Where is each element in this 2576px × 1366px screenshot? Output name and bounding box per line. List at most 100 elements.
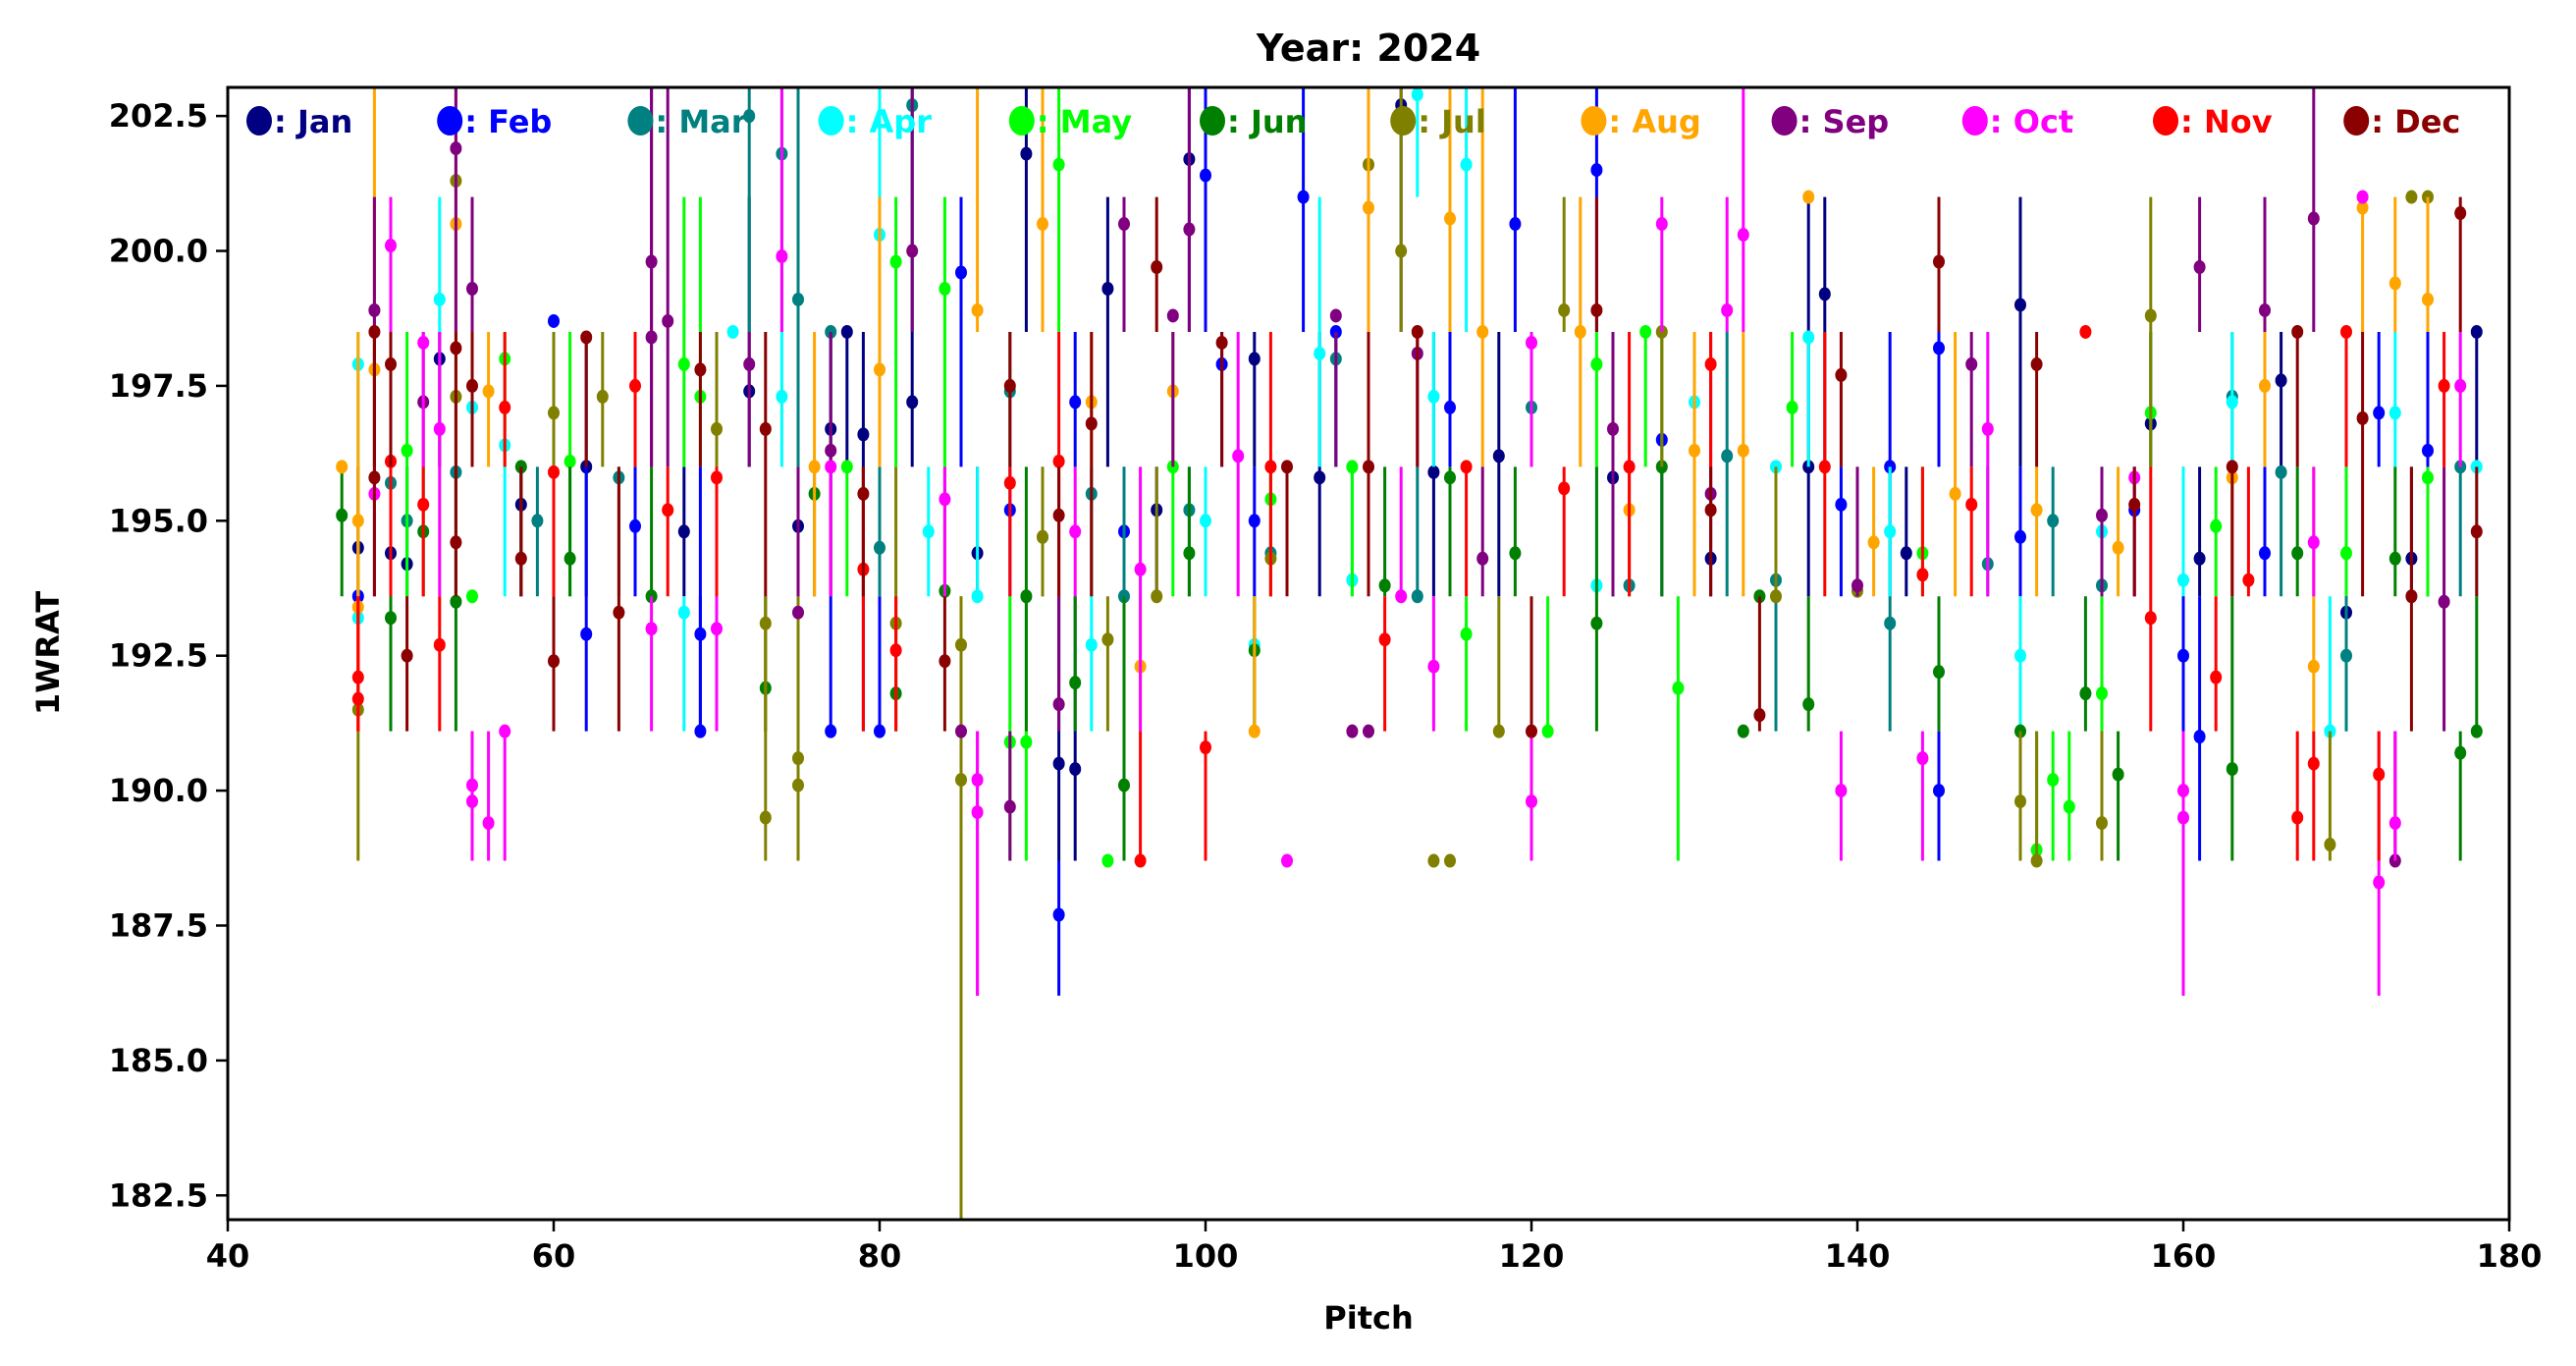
data-point bbox=[1281, 460, 1293, 474]
data-point bbox=[1037, 529, 1048, 544]
data-point bbox=[1558, 302, 1571, 317]
data-point bbox=[2373, 875, 2386, 890]
data-point bbox=[1689, 443, 1700, 458]
data-point bbox=[1395, 244, 1408, 258]
data-point bbox=[1884, 524, 1897, 539]
data-point bbox=[2210, 519, 2223, 533]
x-tick-label: 120 bbox=[1499, 1237, 1565, 1275]
data-point bbox=[499, 400, 511, 414]
data-point bbox=[385, 356, 397, 371]
legend-marker bbox=[1390, 106, 1417, 136]
data-point bbox=[922, 524, 935, 539]
data-point bbox=[1933, 254, 1945, 269]
data-point bbox=[1069, 762, 1082, 777]
data-point bbox=[1329, 308, 1342, 323]
data-point bbox=[368, 470, 381, 485]
data-point bbox=[645, 622, 658, 636]
legend-item-oct: : Oct bbox=[1961, 103, 2073, 140]
data-point bbox=[677, 356, 690, 371]
data-point bbox=[2307, 659, 2320, 674]
data-point bbox=[825, 460, 837, 474]
data-point bbox=[564, 454, 576, 468]
data-point bbox=[2177, 648, 2189, 663]
y-tick-label: 195.0 bbox=[109, 502, 208, 539]
data-point bbox=[1492, 724, 1505, 738]
data-point bbox=[1118, 778, 1130, 792]
data-point bbox=[857, 427, 870, 442]
data-point bbox=[1427, 659, 1440, 674]
data-point bbox=[580, 330, 593, 345]
data-point bbox=[1314, 346, 1326, 360]
data-point bbox=[2340, 648, 2352, 663]
data-point bbox=[548, 406, 560, 420]
data-point bbox=[971, 589, 984, 604]
data-point bbox=[2454, 745, 2467, 760]
data-point bbox=[1526, 335, 1537, 350]
data-point bbox=[2307, 535, 2320, 550]
data-point bbox=[2242, 573, 2255, 587]
data-point bbox=[955, 637, 967, 652]
data-point bbox=[906, 244, 919, 258]
data-point bbox=[433, 292, 446, 306]
data-point bbox=[2014, 529, 2026, 544]
data-point bbox=[1101, 853, 1114, 868]
data-point bbox=[743, 356, 756, 371]
data-point bbox=[2307, 211, 2320, 226]
data-point bbox=[1802, 697, 1815, 712]
data-point bbox=[1558, 481, 1571, 496]
data-point bbox=[874, 724, 886, 738]
data-point bbox=[2226, 762, 2238, 777]
data-point bbox=[2422, 443, 2434, 458]
data-point bbox=[1200, 740, 1211, 755]
data-point bbox=[1541, 724, 1554, 738]
data-point bbox=[2422, 292, 2434, 306]
data-point bbox=[1248, 514, 1261, 528]
data-point bbox=[1314, 470, 1326, 485]
data-point bbox=[499, 724, 511, 738]
x-tick-label: 40 bbox=[206, 1237, 250, 1275]
series-nov bbox=[351, 324, 2450, 868]
data-point bbox=[1134, 562, 1147, 576]
data-point bbox=[792, 605, 804, 620]
data-point bbox=[825, 724, 837, 738]
data-point bbox=[1818, 460, 1831, 474]
data-point bbox=[971, 773, 984, 788]
legend-item-jan: : Jan bbox=[246, 103, 352, 140]
data-point bbox=[2356, 410, 2369, 425]
plot-area bbox=[336, 87, 2483, 1220]
data-point bbox=[417, 335, 430, 350]
data-point bbox=[2193, 551, 2206, 566]
data-point bbox=[1852, 578, 1863, 593]
x-axis: 40 60 80 100 120 140 160 180 bbox=[206, 1220, 2542, 1275]
y-axis: 182.5 185.0 187.5 190.0 192.5 195.0 197.5 200.0… bbox=[109, 97, 228, 1214]
data-point bbox=[1704, 503, 1717, 518]
legend-item-mar: : Mar bbox=[627, 103, 747, 140]
data-point bbox=[531, 514, 544, 528]
data-point bbox=[433, 637, 446, 652]
data-point bbox=[466, 794, 478, 809]
data-point bbox=[385, 611, 397, 626]
data-point bbox=[1590, 356, 1603, 371]
data-point bbox=[514, 551, 527, 566]
chart-title: Year: 2024 bbox=[1256, 27, 1480, 70]
data-point bbox=[2438, 594, 2450, 609]
data-point bbox=[1737, 724, 1749, 738]
data-point bbox=[955, 724, 967, 738]
data-point bbox=[548, 313, 560, 328]
data-point bbox=[596, 389, 609, 404]
data-point bbox=[433, 421, 446, 436]
data-point bbox=[2128, 497, 2141, 512]
data-point bbox=[1704, 356, 1717, 371]
legend-item-aug: : Aug bbox=[1581, 103, 1701, 140]
data-point bbox=[401, 648, 413, 663]
data-point bbox=[2388, 406, 2401, 420]
data-point bbox=[1411, 324, 1423, 339]
data-point bbox=[694, 362, 707, 377]
y-tick-label: 200.0 bbox=[109, 233, 208, 270]
legend-label: : Jun bbox=[1227, 103, 1307, 140]
data-point bbox=[1818, 287, 1831, 301]
data-point bbox=[1802, 190, 1815, 204]
data-point bbox=[1363, 460, 1374, 474]
data-point bbox=[1052, 454, 1065, 468]
data-point bbox=[1069, 524, 1082, 539]
